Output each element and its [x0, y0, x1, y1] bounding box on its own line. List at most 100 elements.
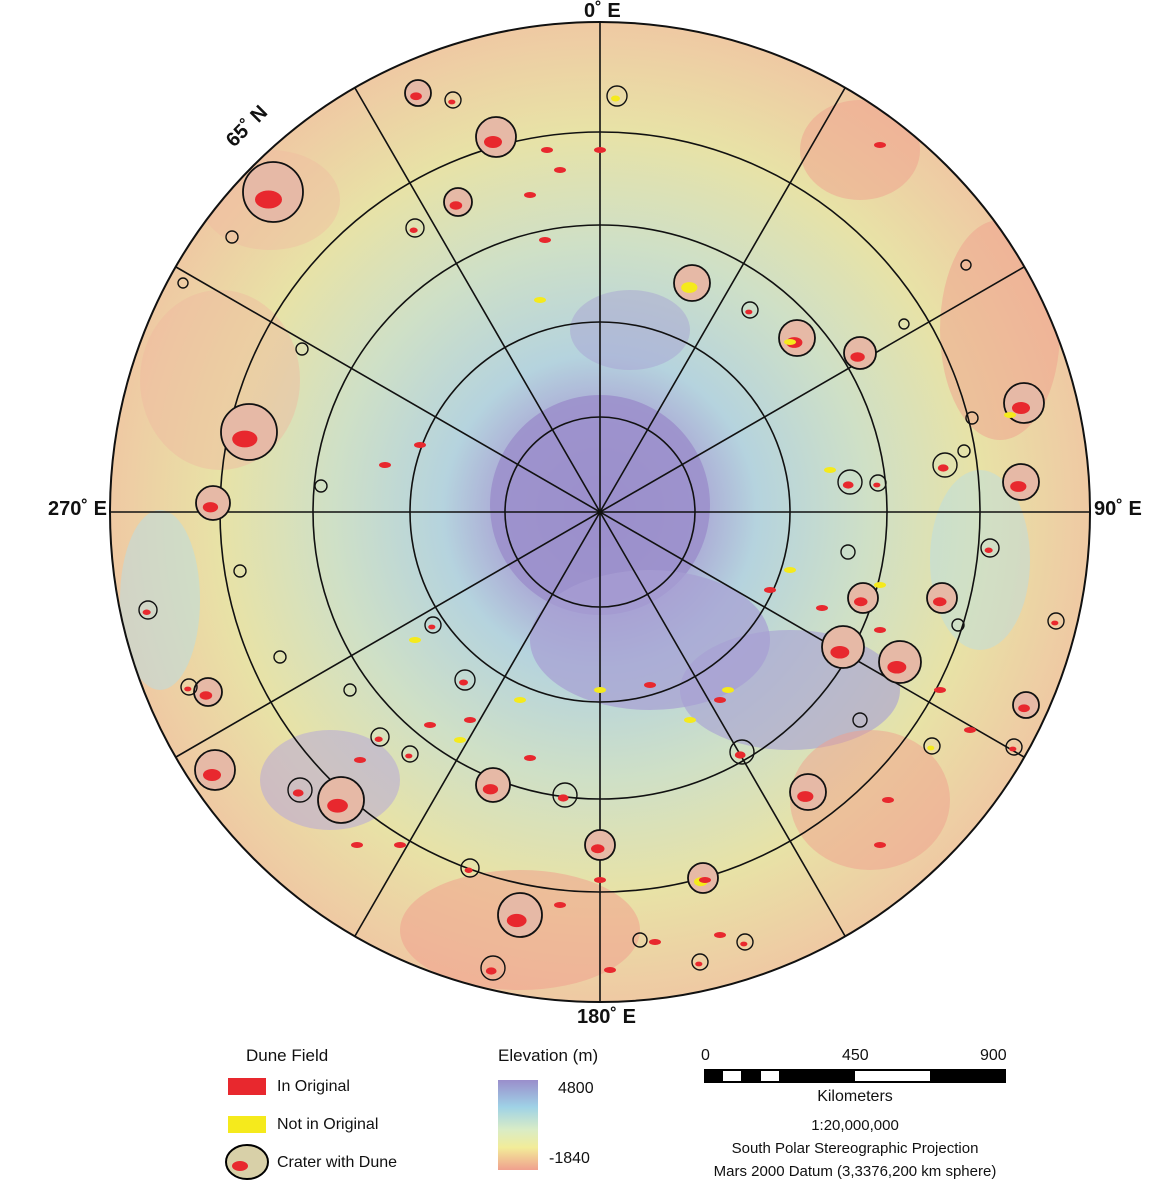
crater-with-dune [606, 85, 628, 107]
scale-bar [704, 1069, 1006, 1083]
dune-field-original [604, 967, 616, 973]
dune-field-not-original [1004, 412, 1016, 418]
crater-dune-field [428, 624, 436, 630]
dune-field-not-original [514, 697, 526, 703]
dune-field-not-original [874, 582, 886, 588]
crater-dune-field [695, 961, 703, 967]
dune-field-not-original [594, 687, 606, 693]
crater-with-dune [370, 727, 390, 747]
crater-with-dune [180, 678, 198, 696]
crater-with-dune [957, 444, 971, 458]
dune-field-original [379, 462, 391, 468]
crater-with-dune [691, 953, 709, 971]
crater-dune-field [681, 282, 698, 293]
crater-dune-field [937, 464, 949, 472]
dune-field-original [541, 147, 553, 153]
dune-field-original [764, 587, 776, 593]
scale-datum: Mars 2000 Datum (3,3376,200 km sphere) [713, 1163, 997, 1180]
crater-dune-field [1010, 481, 1027, 492]
crater-dune-field [410, 92, 422, 101]
crater-dune-field [405, 753, 413, 759]
dune-field-original [874, 842, 886, 848]
dune-field-not-original [784, 339, 796, 345]
dune-field-original [714, 932, 726, 938]
dune-field-original [464, 717, 476, 723]
dune-field-original [699, 877, 711, 883]
crater-dune-field [854, 597, 868, 607]
crater-dune-field [142, 609, 151, 615]
crater-with-dune [343, 683, 357, 697]
crater-dune-field [484, 136, 502, 148]
legend-in-original: In Original [277, 1078, 350, 1095]
dune-field-not-original [454, 737, 466, 743]
crater-with-dune [480, 955, 506, 981]
dune-field-original [882, 797, 894, 803]
crater-dune-field [557, 794, 569, 802]
crater-with-dune [840, 544, 856, 560]
crater-with-dune [932, 452, 958, 478]
dune-field-original [351, 842, 363, 848]
scale-ratio: 1:20,000,000 [811, 1117, 899, 1134]
dune-field-original [394, 842, 406, 848]
crater-dune-field [611, 95, 620, 102]
scale-units: Kilometers [817, 1088, 893, 1105]
crater-with-dune [405, 218, 425, 238]
crater-dune-field [374, 736, 383, 742]
crater-dune-field [830, 645, 850, 659]
dune-field-original [874, 627, 886, 633]
crater-dune-field [184, 686, 192, 692]
crater-with-dune [454, 669, 476, 691]
dune-field-original [594, 147, 606, 153]
legend-dune-title: Dune Field [246, 1046, 329, 1065]
crater-with-dune [314, 479, 328, 493]
crater-dune-field [485, 967, 497, 975]
crater-dune-field [327, 798, 348, 813]
dune-field-original [934, 687, 946, 693]
crater-dune-field [292, 789, 304, 797]
crater-with-dune [923, 737, 941, 755]
crater-dune-field [464, 867, 473, 873]
crater-dune-field [199, 691, 213, 700]
crater-dune-field [1018, 704, 1030, 713]
dune-field-original [816, 605, 828, 611]
crater-with-dune [965, 411, 979, 425]
crater-dune-field [1051, 620, 1059, 626]
crater-with-dune [736, 933, 754, 951]
dune-field-original [539, 237, 551, 243]
crater-with-dune [225, 230, 239, 244]
crater-with-dune [960, 259, 972, 271]
crater-dune-field [506, 913, 527, 928]
dune-fields-layer [351, 142, 1016, 973]
scale-tick-450: 450 [842, 1047, 869, 1064]
crater-with-dune [460, 858, 480, 878]
dune-field-original [714, 697, 726, 703]
crater-dune-field [850, 352, 865, 362]
elevation-color-bar [498, 1080, 538, 1170]
label-180E: 180˚ E [577, 1006, 636, 1028]
dune-field-not-original [824, 467, 836, 473]
crater-dune-field [459, 679, 468, 686]
scale-tick-0: 0 [701, 1047, 710, 1064]
crater-dune-field [873, 482, 881, 488]
crater-with-dune [980, 538, 1000, 558]
crater-dune-field [202, 502, 219, 513]
dune-field-original [424, 722, 436, 728]
legend-elevation-title: Elevation (m) [498, 1046, 599, 1065]
crater-with-dune [287, 777, 313, 803]
legend-crater-with-dune: Crater with Dune [277, 1154, 398, 1171]
dune-field-original [414, 442, 426, 448]
legend-not-in-original: Not in Original [277, 1116, 379, 1133]
crater-dune-field [734, 751, 746, 759]
crater-with-dune [632, 932, 648, 948]
crater-with-dune [898, 318, 910, 330]
crater-with-dune [233, 564, 247, 578]
dune-field-original [524, 192, 536, 198]
dune-field-not-original [409, 637, 421, 643]
label-90E: 90˚ E [1094, 498, 1142, 520]
crater-dune-field [745, 309, 753, 315]
scale-tick-900: 900 [980, 1047, 1007, 1064]
crater-with-dune [444, 91, 462, 109]
crater-dune-field [255, 190, 282, 209]
legend-elevation-min: -1840 [549, 1150, 590, 1167]
dune-field-original [874, 142, 886, 148]
